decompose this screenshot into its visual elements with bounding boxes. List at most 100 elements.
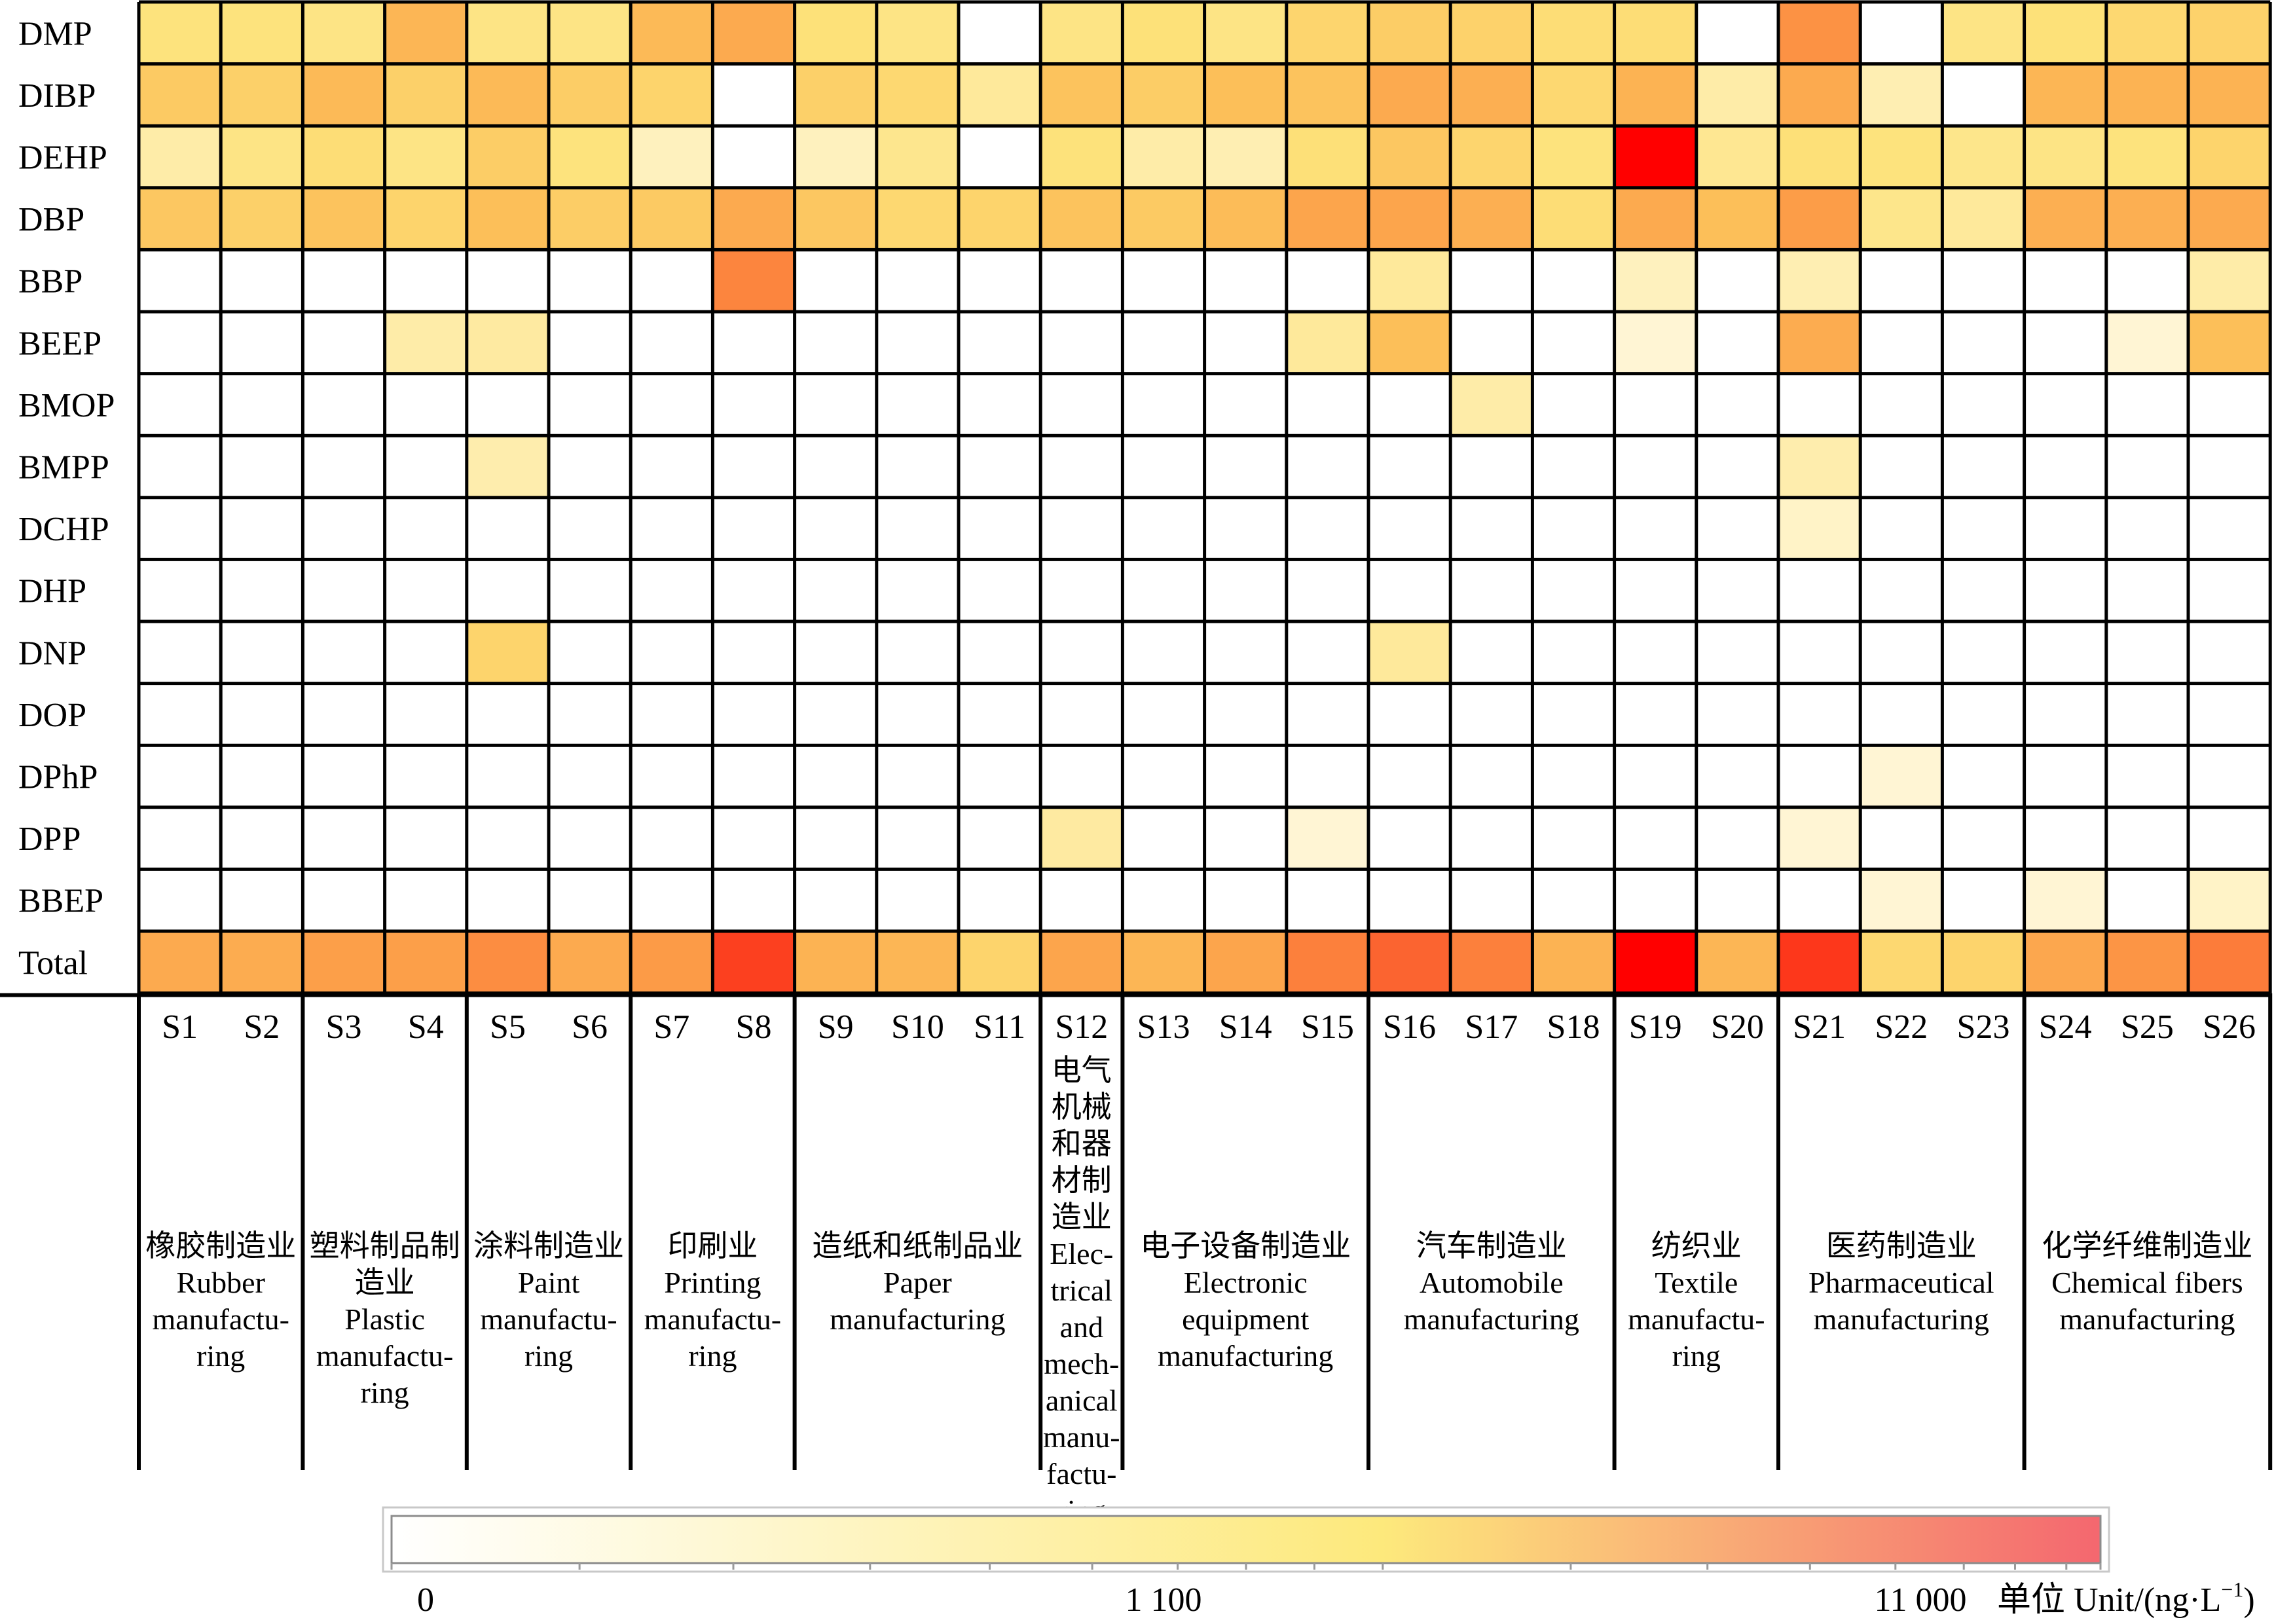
row-label-DBP: DBP xyxy=(18,201,84,238)
heatmap-cell-DCHP-S22 xyxy=(1860,497,1943,560)
heatmap-cell-DOP-S24 xyxy=(2024,683,2106,746)
heatmap-cell-DCHP-S17 xyxy=(1450,497,1533,560)
site-label-S14: S14 xyxy=(1219,1008,1272,1046)
heatmap-cell-DCHP-S20 xyxy=(1696,497,1778,560)
heatmap-cell-BBEP-S8 xyxy=(712,869,795,931)
heatmap-cell-BMPP-S21 xyxy=(1778,435,1861,498)
heatmap-cell-DPP-S13 xyxy=(1122,807,1205,870)
industry-label-3: 涂料制造业 Paint manufactu-ring xyxy=(473,1229,624,1373)
heatmap-cell-DBP-S13 xyxy=(1122,187,1205,250)
heatmap-gridlines xyxy=(0,0,2272,997)
heatmap-cell-BMOP-S2 xyxy=(221,373,303,436)
heatmap-cell-DPP-S16 xyxy=(1368,807,1451,870)
heatmap-cell-BBEP-S7 xyxy=(631,869,713,931)
heatmap-cell-DOP-S7 xyxy=(631,683,713,746)
heatmap-cell-Total-S24 xyxy=(2024,931,2106,993)
heatmap-cell-BMPP-S13 xyxy=(1122,435,1205,498)
heatmap-cell-DMP-S5 xyxy=(466,2,549,64)
heatmap-cell-BMPP-S9 xyxy=(794,435,877,498)
heatmap-cell-DIBP-S9 xyxy=(794,64,877,126)
heatmap-cell-BBEP-S20 xyxy=(1696,869,1778,931)
site-label-S25: S25 xyxy=(2121,1008,2174,1046)
heatmap-cell-Total-S19 xyxy=(1614,931,1697,993)
heatmap-cell-DNP-S9 xyxy=(794,621,877,684)
heatmap-cell-BMOP-S15 xyxy=(1286,373,1368,436)
heatmap-cell-DIBP-S4 xyxy=(384,64,467,126)
heatmap-cell-DHP-S3 xyxy=(303,559,385,621)
heatmap-cell-DPP-S24 xyxy=(2024,807,2106,870)
heatmap-cell-DEHP-S14 xyxy=(1204,126,1287,188)
heatmap-cell-DIBP-S11 xyxy=(959,64,1041,126)
heatmap-cell-BMPP-S10 xyxy=(876,435,959,498)
heatmap-cell-DIBP-S3 xyxy=(303,64,385,126)
heatmap-cell-DPP-S3 xyxy=(303,807,385,870)
heatmap-cell-DMP-S6 xyxy=(549,2,631,64)
row-label-DPP: DPP xyxy=(18,821,81,858)
heatmap-cell-DPhP-S18 xyxy=(1532,745,1615,807)
heatmap-cell-DOP-S17 xyxy=(1450,683,1533,746)
heatmap-cell-DIBP-S15 xyxy=(1286,64,1368,126)
heatmap-cell-DEHP-S8 xyxy=(712,126,795,188)
heatmap-cell-DHP-S19 xyxy=(1614,559,1697,621)
heatmap-cell-DBP-S9 xyxy=(794,187,877,250)
heatmap-cell-DOP-S26 xyxy=(2188,683,2271,746)
heatmap-cell-DNP-S18 xyxy=(1532,621,1615,684)
heatmap-cell-Total-S21 xyxy=(1778,931,1861,993)
heatmap-cell-DEHP-S1 xyxy=(139,126,221,188)
heatmap-cell-DMP-S15 xyxy=(1286,2,1368,64)
heatmap-cell-DPhP-S22 xyxy=(1860,745,1943,807)
heatmap-cell-DCHP-S8 xyxy=(712,497,795,560)
heatmap-cell-DIBP-S25 xyxy=(2106,64,2188,126)
heatmap-cell-BBEP-S11 xyxy=(959,869,1041,931)
heatmap-cell-DPhP-S2 xyxy=(221,745,303,807)
heatmap-cell-DNP-S2 xyxy=(221,621,303,684)
heatmap-cell-DHP-S4 xyxy=(384,559,467,621)
site-label-S19: S19 xyxy=(1629,1008,1682,1046)
row-label-DMP: DMP xyxy=(18,15,92,52)
heatmap-cell-DOP-S6 xyxy=(549,683,631,746)
heatmap-cell-DIBP-S6 xyxy=(549,64,631,126)
heatmap-cell-DPP-S9 xyxy=(794,807,877,870)
heatmap-cell-DBP-S6 xyxy=(549,187,631,250)
heatmap-cell-DNP-S26 xyxy=(2188,621,2271,684)
heatmap-cell-DNP-S5 xyxy=(466,621,549,684)
heatmap-cell-DMP-S19 xyxy=(1614,2,1697,64)
heatmap-cell-DIBP-S1 xyxy=(139,64,221,126)
heatmap-cell-BMOP-S26 xyxy=(2188,373,2271,436)
heatmap-cell-DMP-S2 xyxy=(221,2,303,64)
row-label-DEHP: DEHP xyxy=(18,139,107,177)
heatmap-cell-DCHP-S26 xyxy=(2188,497,2271,560)
site-label-S3: S3 xyxy=(326,1008,362,1046)
heatmap-cell-DHP-S2 xyxy=(221,559,303,621)
heatmap-cell-DNP-S4 xyxy=(384,621,467,684)
heatmap-cell-DIBP-S22 xyxy=(1860,64,1943,126)
site-label-S17: S17 xyxy=(1465,1008,1518,1046)
heatmap-cell-DMP-S8 xyxy=(712,2,795,64)
heatmap-cell-DCHP-S4 xyxy=(384,497,467,560)
heatmap-cell-DEHP-S10 xyxy=(876,126,959,188)
heatmap-cell-BMPP-S8 xyxy=(712,435,795,498)
heatmap-cell-BBEP-S25 xyxy=(2106,869,2188,931)
heatmap-cell-Total-S22 xyxy=(1860,931,1943,993)
heatmap-cell-DPP-S15 xyxy=(1286,807,1368,870)
heatmap-cell-DHP-S26 xyxy=(2188,559,2271,621)
heatmap-cell-BBEP-S5 xyxy=(466,869,549,931)
heatmap-cell-DMP-S17 xyxy=(1450,2,1533,64)
heatmap-cell-DBP-S14 xyxy=(1204,187,1287,250)
heatmap-cell-DPP-S1 xyxy=(139,807,221,870)
heatmap-cell-BMOP-S3 xyxy=(303,373,385,436)
heatmap-cell-Total-S10 xyxy=(876,931,959,993)
row-label-BBP: BBP xyxy=(18,263,83,301)
heatmap-cell-DPP-S12 xyxy=(1040,807,1123,870)
heatmap-cell-DNP-S3 xyxy=(303,621,385,684)
heatmap-cell-DBP-S5 xyxy=(466,187,549,250)
heatmap-cell-DBP-S1 xyxy=(139,187,221,250)
site-label-S15: S15 xyxy=(1301,1008,1354,1046)
heatmap-cell-Total-S9 xyxy=(794,931,877,993)
site-label-S11: S11 xyxy=(974,1008,1025,1046)
site-label-S23: S23 xyxy=(1957,1008,2010,1046)
heatmap-cell-BBEP-S15 xyxy=(1286,869,1368,931)
heatmap-cell-DBP-S25 xyxy=(2106,187,2188,250)
heatmap-cell-DHP-S6 xyxy=(549,559,631,621)
